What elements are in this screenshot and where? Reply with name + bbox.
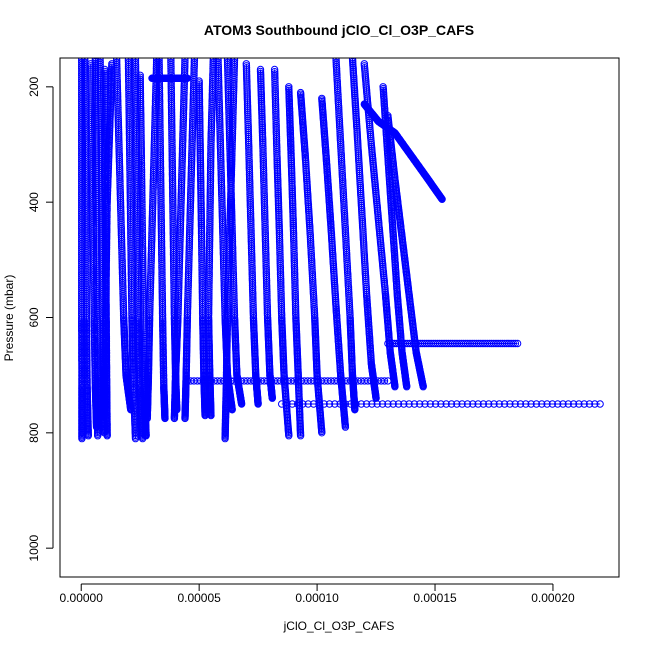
y-axis-label: Pressure (mbar)	[2, 275, 16, 362]
x-axis-label: jClO_Cl_O3P_CAFS	[283, 619, 395, 633]
chart-title: ATOM3 Southbound jClO_Cl_O3P_CAFS	[204, 22, 474, 38]
